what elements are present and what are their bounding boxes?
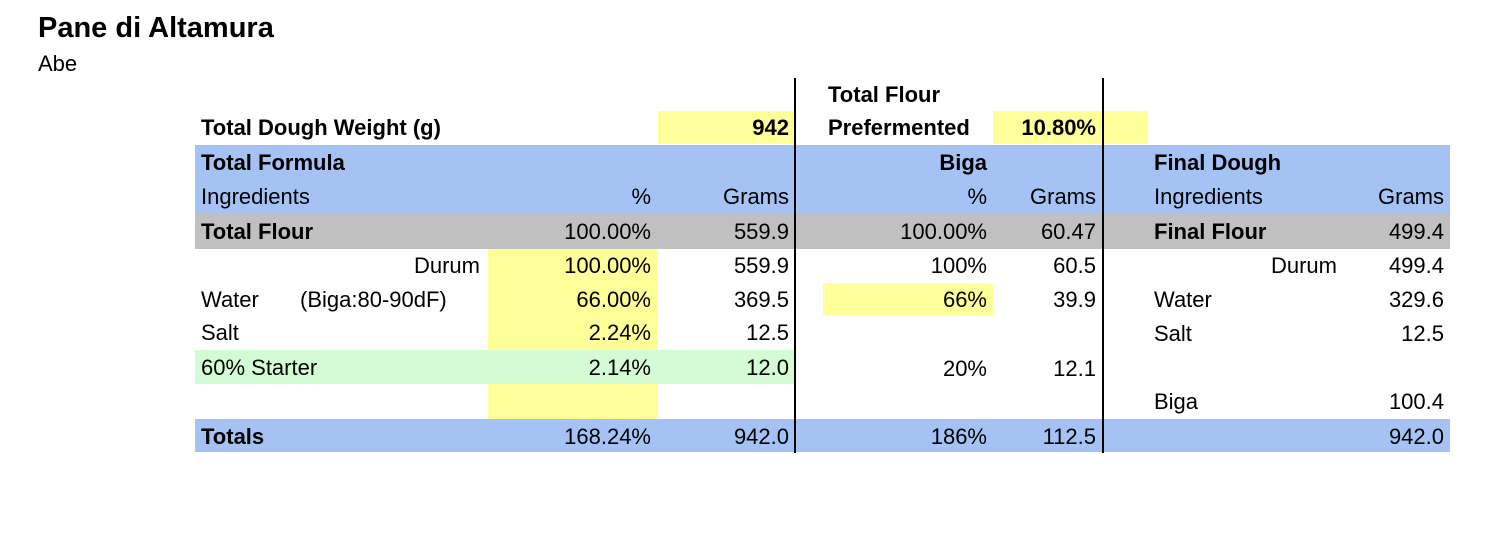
totals-pct[interactable]: 168.24%: [564, 424, 651, 449]
final-dough-header: Final Dough: [1154, 150, 1282, 175]
durum-biga-grams[interactable]: 60.5: [1053, 253, 1096, 278]
author-name: Abe: [38, 51, 78, 76]
tfp-label-line2: Prefermented: [828, 115, 970, 140]
salt-label: Salt: [201, 320, 239, 345]
durum-fd-grams[interactable]: 499.4: [1388, 253, 1444, 278]
biga-fd-label: Biga: [1154, 389, 1199, 414]
tfp-label-line1: Total Flour: [828, 82, 941, 107]
tf-pct-header: %: [631, 184, 651, 209]
header-band: [195, 145, 1450, 214]
dough-weight-highlight: [658, 111, 794, 144]
flour-biga-pct[interactable]: 100.00%: [900, 219, 987, 244]
biga-grams-header: Grams: [1030, 184, 1096, 209]
salt-fd-label: Salt: [1154, 321, 1192, 346]
tfp-highlight: [993, 111, 1148, 144]
dough-weight-value[interactable]: 942: [752, 115, 789, 140]
starter-highlight: [195, 350, 795, 384]
durum-biga-pct[interactable]: 100%: [930, 253, 987, 278]
flour-label: Total Flour: [201, 219, 314, 244]
salt-fd-grams[interactable]: 12.5: [1401, 321, 1444, 346]
starter-grams[interactable]: 12.0: [746, 355, 789, 380]
tf-grams-header: Grams: [723, 184, 789, 209]
flour-fd-label: Final Flour: [1154, 219, 1267, 244]
biga-fd-grams[interactable]: 100.4: [1388, 389, 1444, 414]
water-pct[interactable]: 66.00%: [576, 287, 651, 312]
salt-pct[interactable]: 2.24%: [588, 320, 651, 345]
separator-right: [1102, 78, 1104, 453]
starter-label: 60% Starter: [201, 355, 318, 380]
starter-pct[interactable]: 2.14%: [588, 355, 651, 380]
totals-grams[interactable]: 942.0: [733, 424, 789, 449]
starter-biga-pct[interactable]: 20%: [942, 356, 987, 381]
starter-biga-grams[interactable]: 12.1: [1053, 356, 1096, 381]
water-fd-label: Water: [1154, 287, 1212, 312]
tfp-value[interactable]: 10.80%: [1021, 115, 1096, 140]
biga-pct-header: %: [967, 184, 987, 209]
separator-left: [794, 78, 796, 453]
fd-ingredients-header: Ingredients: [1154, 184, 1263, 209]
totals-band: [195, 419, 1450, 452]
water-label: Water: [201, 287, 259, 312]
biga-header: Biga: [939, 150, 987, 175]
tf-ingredients-header: Ingredients: [201, 184, 310, 209]
totals-biga-grams[interactable]: 112.5: [1042, 424, 1096, 449]
total-flour-band: [195, 214, 1450, 249]
salt-grams[interactable]: 12.5: [746, 320, 789, 345]
water-note: (Biga:80-90dF): [300, 287, 447, 312]
durum-label: Durum: [413, 253, 480, 278]
water-fd-grams[interactable]: 329.6: [1388, 287, 1444, 312]
tf-pct-highlight: [488, 249, 658, 419]
flour-biga-grams[interactable]: 60.47: [1040, 219, 1096, 244]
fd-grams-header: Grams: [1378, 184, 1444, 209]
water-grams[interactable]: 369.5: [733, 287, 789, 312]
totals-biga-pct[interactable]: 186%: [930, 424, 987, 449]
durum-fd-label: Durum: [1270, 253, 1337, 278]
totals-label: Totals: [201, 424, 265, 449]
page-title: Pane di Altamura: [38, 12, 274, 44]
durum-grams[interactable]: 559.9: [733, 253, 789, 278]
total-formula-header: Total Formula: [201, 150, 345, 175]
flour-fd-grams[interactable]: 499.4: [1388, 219, 1444, 244]
durum-pct[interactable]: 100.00%: [564, 253, 651, 278]
totals-fd-grams[interactable]: 942.0: [1388, 424, 1444, 449]
dough-weight-label: Total Dough Weight (g): [201, 115, 441, 140]
flour-pct[interactable]: 100.00%: [564, 219, 651, 244]
flour-grams[interactable]: 559.9: [733, 219, 789, 244]
water-biga-grams[interactable]: 39.9: [1053, 287, 1096, 312]
water-biga-pct[interactable]: 66%: [942, 287, 987, 312]
biga-water-highlight: [823, 283, 993, 315]
